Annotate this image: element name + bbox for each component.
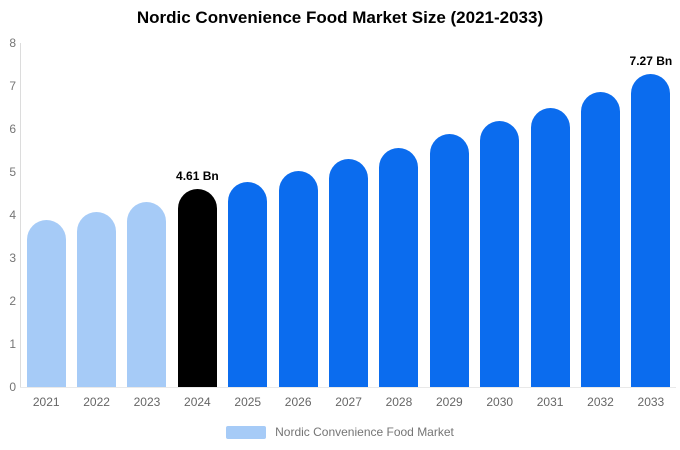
y-tick-label: 2 (9, 294, 16, 308)
bar-2026 (278, 170, 318, 387)
bar-value-label: 4.61 Bn (176, 168, 219, 183)
bar-column-2024: 4.61 Bn (172, 43, 222, 387)
bar-column-2028 (374, 43, 424, 387)
bar-column-2031 (525, 43, 575, 387)
bar-column-2029 (424, 43, 474, 387)
bar-2029 (429, 133, 469, 387)
y-tick-label: 6 (9, 122, 16, 136)
bar-2022 (77, 211, 117, 387)
bar-column-2033: 7.27 Bn (626, 43, 676, 387)
x-tick-label-2022: 2022 (83, 395, 110, 409)
x-tick-label-2028: 2028 (385, 395, 413, 409)
bar-2033 (631, 74, 671, 387)
y-tick-label: 1 (9, 337, 16, 351)
y-tick-label: 7 (9, 79, 16, 93)
y-tick-label: 8 (9, 36, 16, 50)
bar-2032 (580, 92, 620, 387)
x-tick-label-2029: 2029 (435, 395, 463, 409)
x-tick-label-2032: 2032 (587, 395, 614, 409)
bar-column-2021 (21, 43, 71, 387)
x-tick-label-2030: 2030 (486, 395, 514, 409)
x-tick-label-2025: 2025 (234, 395, 262, 409)
y-tick-label: 0 (9, 380, 16, 394)
legend-swatch (226, 425, 267, 439)
x-tick-label-2033: 2033 (637, 395, 665, 409)
legend: Nordic Convenience Food Market (0, 425, 680, 439)
x-tick-label-2026: 2026 (284, 395, 312, 409)
x-tick-label-2021: 2021 (32, 395, 60, 409)
chart-title: Nordic Convenience Food Market Size (202… (136, 8, 544, 27)
x-tick-label-2024: 2024 (184, 395, 211, 409)
x-tick-label-2027: 2027 (335, 395, 362, 409)
plot-columns: 4.61 Bn 7.27 Bn (21, 43, 676, 387)
bar-2030 (480, 121, 520, 387)
bar-value-label: 7.27 Bn (629, 54, 673, 69)
bar-2023 (127, 201, 167, 387)
y-tick-label: 3 (9, 251, 16, 265)
bar-column-2025 (223, 43, 273, 387)
bar-column-2022 (71, 43, 121, 387)
bar-column-2030 (475, 43, 525, 387)
y-tick-label: 5 (9, 165, 16, 179)
bar-2025 (228, 181, 268, 387)
y-axis-line (20, 43, 21, 388)
bar-2027 (329, 159, 369, 387)
x-tick-label-2031: 2031 (536, 395, 564, 409)
y-tick-label: 4 (9, 208, 16, 222)
bar-column-2023 (122, 43, 172, 387)
bar-2021 (26, 220, 66, 387)
x-tick-label-2023: 2023 (133, 395, 161, 409)
bar-column-2032 (575, 43, 625, 387)
x-axis-labels: 2021 2022 2023 2024 2025 2026 2027 2028 2029 2030… (21, 395, 676, 409)
legend-label: Nordic Convenience Food Market (275, 425, 454, 439)
bar-column-2027 (323, 43, 373, 387)
x-axis-baseline (20, 387, 676, 388)
bar-2024 (177, 188, 217, 387)
bar-2028 (379, 147, 419, 387)
bar-2031 (530, 107, 570, 387)
bar-column-2026 (273, 43, 323, 387)
